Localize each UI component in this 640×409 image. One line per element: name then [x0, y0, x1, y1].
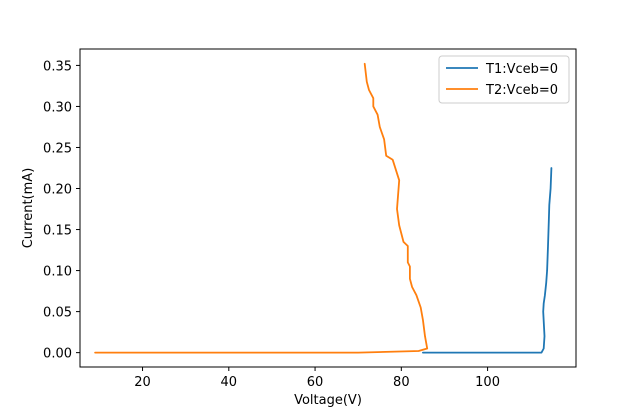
x-axis: 20 40 60 80 100: [134, 367, 500, 390]
x-tick-label-20: 20: [134, 375, 151, 390]
y-tick-label-0: 0.00: [43, 347, 72, 362]
x-tick-label-60: 60: [307, 375, 324, 390]
y-tick-label-1: 0.05: [43, 306, 72, 321]
legend: T1:Vceb=0 T2:Vceb=0: [438, 55, 570, 104]
y-tick-label-2: 0.10: [43, 265, 72, 280]
x-tick-label-40: 40: [221, 375, 238, 390]
x-tick-label-80: 80: [393, 375, 410, 390]
x-tick-label-100: 100: [475, 375, 500, 390]
series-layer: [94, 62, 553, 354]
y-tick-label-6: 0.30: [43, 100, 72, 115]
y-tick-label-4: 0.20: [43, 183, 72, 198]
y-axis-label: Current(mA): [21, 168, 36, 249]
plot-frame: [79, 48, 577, 368]
x-axis-label: Voltage(V): [294, 393, 362, 408]
series-line-2: [94, 62, 429, 354]
legend-label-t1: T1:Vceb=0: [485, 62, 558, 77]
y-tick-label-3: 0.15: [43, 224, 72, 239]
series-line-1: [421, 167, 553, 354]
y-axis: 0.00 0.05 0.10 0.15 0.20 0.25 0.30 0.35: [43, 59, 80, 362]
y-tick-label-7: 0.35: [43, 59, 72, 74]
legend-label-t2: T2:Vceb=0: [485, 83, 558, 98]
y-tick-label-5: 0.25: [43, 141, 72, 156]
